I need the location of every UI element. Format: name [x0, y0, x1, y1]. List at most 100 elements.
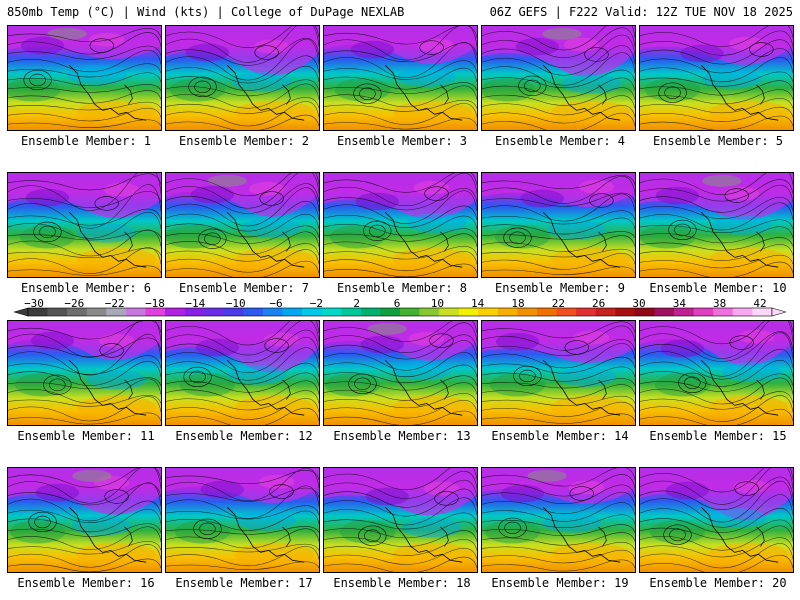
colorbar-swatch	[28, 308, 48, 316]
colorbar-swatch	[556, 308, 577, 316]
colorbar-tick-label: 2	[353, 297, 360, 310]
ensemble-member-label: Ensemble Member: 11	[17, 429, 155, 443]
colorbar-swatch	[204, 308, 225, 316]
colorbar-tick-label: 14	[471, 297, 485, 310]
ensemble-member-map[interactable]	[165, 172, 320, 278]
colorbar-swatch	[223, 308, 244, 316]
colorbar-swatch	[419, 308, 440, 316]
colorbar-swatch	[595, 308, 616, 316]
ensemble-member-label: Ensemble Member: 2	[178, 134, 310, 148]
ensemble-member-label: Ensemble Member: 12	[175, 429, 313, 443]
colorbar-swatch	[576, 308, 597, 316]
colorbar-swatch	[360, 308, 381, 316]
colorbar-swatch	[243, 308, 264, 316]
ensemble-member-label: Ensemble Member: 18	[333, 576, 471, 590]
ensemble-member-label: Ensemble Member: 19	[491, 576, 629, 590]
colorbar-swatch	[497, 308, 518, 316]
ensemble-member-label: Ensemble Member: 1	[20, 134, 152, 148]
colorbar-swatch	[165, 308, 185, 316]
colorbar-swatch	[732, 308, 753, 316]
ensemble-member-map[interactable]	[165, 25, 320, 131]
ensemble-member-map[interactable]	[7, 320, 162, 426]
colorbar-tick-label: −14	[185, 297, 206, 310]
colorbar-swatch	[86, 308, 107, 316]
colorbar-swatch	[184, 308, 205, 316]
model-valid-time: 06Z GEFS | F222 Valid: 12Z TUE NOV 18 20…	[489, 5, 793, 19]
map-title: 850mb Temp (°C) | Wind (kts) | College o…	[7, 5, 405, 19]
colorbar-tick-label: 34	[672, 297, 686, 310]
colorbar-tick-label: 42	[753, 297, 767, 310]
ensemble-member-label: Ensemble Member: 4	[494, 134, 626, 148]
colorbar-swatch	[713, 308, 734, 316]
colorbar-tick-label: −30	[24, 297, 44, 310]
ensemble-member-label: Ensemble Member: 5	[652, 134, 784, 148]
colorbar-tick-label: −10	[225, 297, 246, 310]
colorbar-swatch	[478, 308, 499, 316]
ensemble-member-map[interactable]	[7, 25, 162, 131]
colorbar-tick-label: 26	[592, 297, 606, 310]
ensemble-member-map[interactable]	[639, 467, 794, 573]
colorbar-swatch	[106, 308, 127, 316]
colorbar-swatch	[615, 308, 636, 316]
ensemble-member-map[interactable]	[639, 25, 794, 131]
ensemble-member-map[interactable]	[323, 320, 478, 426]
ensemble-member-map[interactable]	[323, 25, 478, 131]
ensemble-member-map[interactable]	[165, 320, 320, 426]
colorbar-swatch	[458, 308, 479, 316]
ensemble-member-map[interactable]	[639, 320, 794, 426]
colorbar-tick-label: 6	[393, 297, 401, 310]
ensemble-member-label: Ensemble Member: 13	[333, 429, 471, 443]
ensemble-member-label: Ensemble Member: 3	[336, 134, 468, 148]
colorbar-swatch	[341, 308, 362, 316]
ensemble-member-map[interactable]	[7, 467, 162, 573]
colorbar-tick-label: −26	[64, 297, 85, 310]
ensemble-member-map[interactable]	[7, 172, 162, 278]
colorbar-swatch	[634, 308, 655, 316]
ensemble-member-map[interactable]	[639, 172, 794, 278]
colorbar-swatch	[674, 308, 694, 316]
ensemble-member-label: Ensemble Member: 15	[649, 429, 787, 443]
ensemble-member-map[interactable]	[323, 467, 478, 573]
colorbar-tick-label: 22	[551, 297, 565, 310]
temperature-colorbar	[14, 307, 786, 317]
colorbar-tick-label: −22	[104, 297, 125, 310]
colorbar-swatch	[125, 308, 146, 316]
ensemble-member-label: Ensemble Member: 6	[20, 281, 152, 295]
ensemble-member-map[interactable]	[481, 320, 636, 426]
colorbar-swatch	[517, 308, 538, 316]
colorbar-swatch	[321, 308, 342, 316]
colorbar-swatch	[654, 308, 675, 316]
colorbar-swatch	[693, 308, 714, 316]
ensemble-member-map[interactable]	[481, 467, 636, 573]
colorbar-tick-label: 30	[632, 297, 646, 310]
ensemble-member-map[interactable]	[481, 25, 636, 131]
ensemble-member-label: Ensemble Member: 17	[175, 576, 313, 590]
colorbar-swatch	[67, 308, 88, 316]
ensemble-member-label: Ensemble Member: 16	[17, 576, 155, 590]
colorbar-swatch	[537, 308, 557, 316]
ensemble-member-label: Ensemble Member: 14	[491, 429, 629, 443]
ensemble-member-map[interactable]	[323, 172, 478, 278]
ensemble-member-label: Ensemble Member: 20	[649, 576, 787, 590]
colorbar-swatch	[752, 308, 773, 316]
colorbar-swatch	[262, 308, 283, 316]
colorbar-swatch	[282, 308, 303, 316]
ensemble-member-label: Ensemble Member: 10	[649, 281, 787, 295]
colorbar-swatch	[400, 308, 420, 316]
ensemble-member-label: Ensemble Member: 7	[178, 281, 310, 295]
colorbar-swatch	[145, 308, 166, 316]
colorbar-swatch	[380, 308, 401, 316]
colorbar-tick-label: 38	[713, 297, 727, 310]
ensemble-member-map[interactable]	[165, 467, 320, 573]
colorbar-swatch	[302, 308, 322, 316]
colorbar-tick-label: −18	[145, 297, 165, 310]
colorbar-right-arrow	[771, 307, 786, 317]
colorbar-tick-label: −2	[309, 297, 323, 310]
colorbar-tick-label: 18	[511, 297, 525, 310]
colorbar-tick-label: −6	[269, 297, 283, 310]
colorbar-tick-label: 10	[430, 297, 444, 310]
ensemble-member-map[interactable]	[481, 172, 636, 278]
colorbar-swatch	[47, 308, 68, 316]
ensemble-member-label: Ensemble Member: 9	[494, 281, 626, 295]
ensemble-member-label: Ensemble Member: 8	[336, 281, 468, 295]
